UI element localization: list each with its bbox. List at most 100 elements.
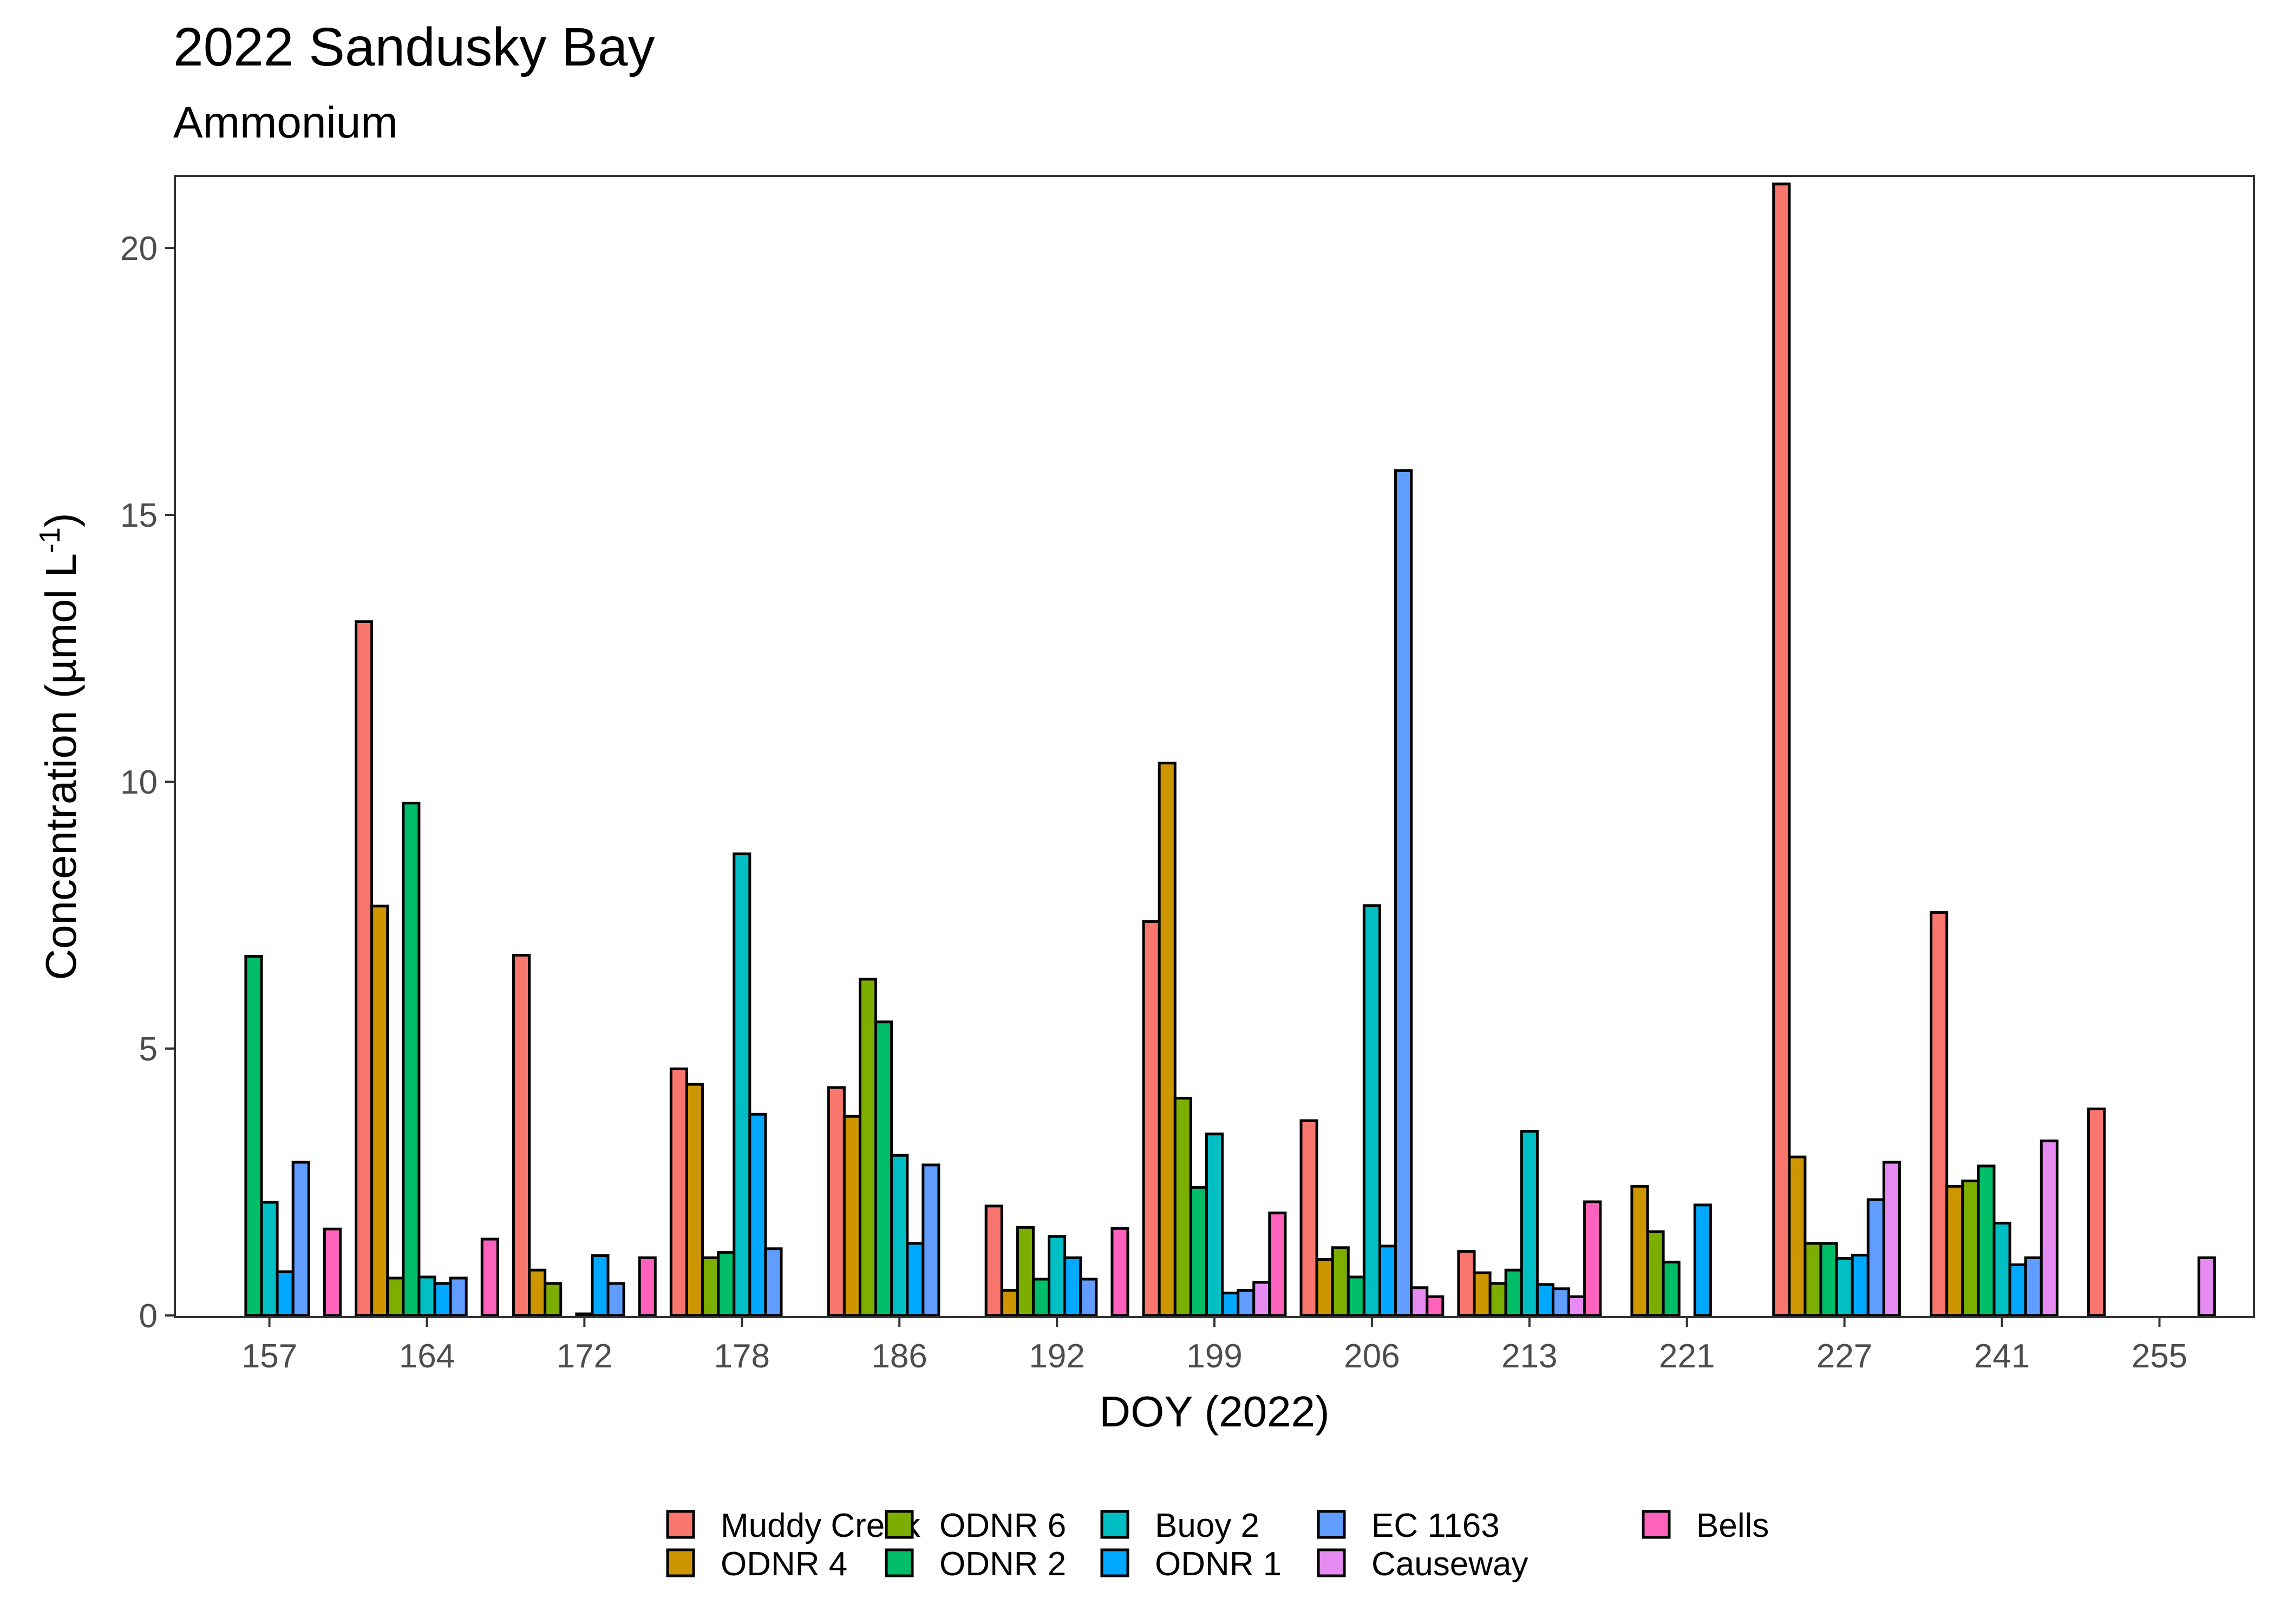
bar-buoy-2-206: [1362, 904, 1381, 1317]
bar-causeway-199: [1252, 1281, 1271, 1317]
legend-swatch-ec-1163: [1317, 1510, 1346, 1539]
bar-ec-1163-241: [2024, 1256, 2043, 1317]
bar-odnr-2-186: [874, 1020, 893, 1317]
bar-odnr-1-157: [276, 1270, 295, 1317]
y-tick-label-5: 5: [139, 1031, 158, 1068]
bar-odnr-2-221: [1662, 1260, 1681, 1317]
bar-causeway-227: [1882, 1161, 1901, 1317]
bar-buoy-2-157: [260, 1201, 279, 1317]
bar-muddy-creek-227: [1772, 182, 1791, 1317]
y-axis: 0 5 10 15 20: [120, 230, 175, 1335]
bar-odnr-1-206: [1378, 1245, 1397, 1317]
bar-odnr-2-241: [1977, 1164, 1996, 1317]
bar-buoy-2-186: [890, 1154, 909, 1317]
bar-bells-213: [1583, 1200, 1602, 1317]
bar-odnr-4-172: [528, 1268, 547, 1317]
x-tick-label-221: 221: [1659, 1338, 1715, 1375]
bar-causeway-241: [2040, 1140, 2059, 1317]
y-axis-title-main: Concentration (µmol L: [37, 553, 85, 980]
bar-odnr-6-241: [1961, 1180, 1980, 1317]
bar-odnr-4-221: [1630, 1184, 1649, 1317]
bar-odnr-4-164: [370, 905, 389, 1317]
legend-label-bells: Bells: [1696, 1507, 1769, 1544]
y-axis-title-superscript: -1: [34, 527, 66, 553]
bar-buoy-2-172: [575, 1312, 594, 1317]
bar-muddy-creek-192: [984, 1204, 1003, 1317]
bar-ec-1163-186: [922, 1163, 940, 1317]
bar-odnr-1-172: [591, 1254, 610, 1317]
bar-odnr-6-164: [386, 1276, 405, 1317]
bar-odnr-6-172: [544, 1282, 563, 1317]
bar-odnr-1-186: [906, 1242, 925, 1317]
bar-buoy-2-178: [733, 852, 752, 1317]
bar-buoy-2-164: [417, 1275, 436, 1317]
bar-ec-1163-164: [449, 1276, 468, 1317]
y-tick-label-10: 10: [120, 764, 158, 801]
legend-label-odnr-6: ODNR 6: [939, 1507, 1066, 1544]
legend-swatch-odnr-6: [885, 1510, 914, 1539]
bar-ec-1163-178: [764, 1247, 783, 1317]
bar-causeway-213: [1567, 1295, 1586, 1317]
bar-muddy-creek-172: [512, 954, 531, 1317]
x-tick-label-178: 178: [714, 1338, 770, 1375]
x-tick-label-241: 241: [1974, 1338, 2030, 1375]
bar-odnr-6-192: [1016, 1226, 1035, 1317]
bar-odnr-4-178: [685, 1083, 704, 1317]
legend-swatch-odnr-1: [1100, 1548, 1129, 1577]
bar-odnr-1-178: [748, 1112, 767, 1317]
y-tick-label-20: 20: [120, 230, 158, 267]
bar-odnr-2-157: [244, 954, 263, 1317]
x-tick-label-192: 192: [1029, 1338, 1084, 1375]
x-tick-label-206: 206: [1344, 1338, 1400, 1375]
x-axis: 157 164 172 178 186 192 199 206 213 221 227 241 255: [241, 1317, 2187, 1375]
bar-odnr-1-213: [1535, 1283, 1554, 1317]
bar-muddy-creek-164: [355, 620, 374, 1317]
bar-odnr-1-199: [1221, 1292, 1240, 1317]
x-tick-label-157: 157: [241, 1338, 297, 1375]
bar-bells-172: [638, 1256, 657, 1317]
bar-odnr-6-221: [1646, 1230, 1665, 1317]
bar-odnr-4-192: [1000, 1289, 1019, 1317]
bar-bells-157: [323, 1227, 342, 1317]
bar-causeway-255: [2197, 1256, 2216, 1317]
bar-odnr-1-192: [1063, 1256, 1082, 1317]
bar-ec-1163-199: [1237, 1289, 1256, 1317]
bar-odnr-6-199: [1173, 1097, 1192, 1317]
bar-odnr-2-199: [1189, 1186, 1208, 1317]
bar-buoy-2-192: [1048, 1235, 1067, 1317]
bar-odnr-4-186: [842, 1115, 861, 1317]
bar-ec-1163-213: [1551, 1287, 1571, 1317]
y-tick-label-0: 0: [139, 1298, 158, 1335]
bar-bells-192: [1110, 1227, 1129, 1317]
bar-odnr-6-213: [1488, 1282, 1507, 1317]
legend-swatch-odnr-2: [885, 1548, 914, 1577]
bar-muddy-creek-213: [1457, 1250, 1476, 1317]
bar-odnr-2-227: [1819, 1242, 1838, 1317]
y-axis-title-close: ): [37, 513, 85, 527]
chart-subtitle: Ammonium: [173, 98, 398, 147]
bar-odnr-4-227: [1788, 1155, 1807, 1317]
bar-odnr-1-227: [1851, 1254, 1870, 1317]
legend-swatch-bells: [1642, 1510, 1671, 1539]
x-tick-label-227: 227: [1816, 1338, 1872, 1375]
bar-muddy-creek-255: [2087, 1107, 2106, 1317]
bar-buoy-2-199: [1205, 1132, 1224, 1317]
x-tick-label-255: 255: [2132, 1338, 2187, 1375]
x-axis-title: DOY (2022): [1099, 1387, 1329, 1436]
bar-bells-164: [480, 1237, 499, 1317]
x-tick-label-172: 172: [557, 1338, 612, 1375]
bar-ec-1163-206: [1394, 469, 1413, 1317]
bar-muddy-creek-206: [1299, 1119, 1318, 1317]
bar-odnr-2-164: [402, 802, 421, 1317]
bar-buoy-2-213: [1520, 1130, 1539, 1317]
chart-title: 2022 Sandusky Bay: [173, 17, 655, 77]
bar-odnr-6-178: [701, 1256, 720, 1317]
bar-odnr-1-241: [2008, 1263, 2027, 1317]
bar-muddy-creek-178: [669, 1068, 688, 1317]
legend-label-odnr-1: ODNR 1: [1155, 1546, 1282, 1583]
legend-swatch-odnr-4: [666, 1548, 695, 1577]
bar-muddy-creek-199: [1142, 920, 1161, 1317]
x-tick-label-213: 213: [1501, 1338, 1557, 1375]
